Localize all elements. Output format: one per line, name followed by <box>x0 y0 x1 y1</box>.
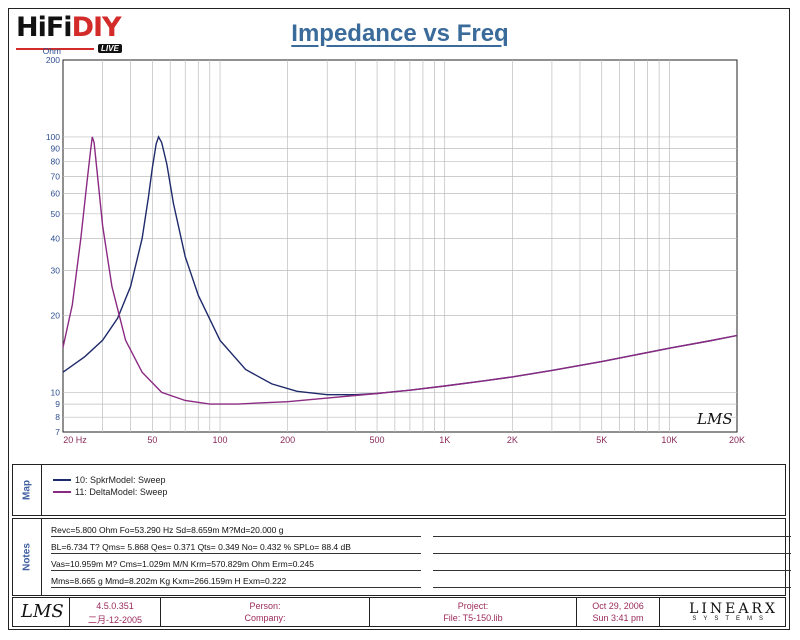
footer-brand-cell: LINEARX SYSTEMS <box>660 598 784 626</box>
note-line-1: Revc=5.800 Ohm Fo=53.290 Hz Sd=8.659m M?… <box>51 525 421 537</box>
person-label: Person: <box>249 601 281 611</box>
y-tick-label: 40 <box>51 234 61 244</box>
note-line-2: BL=6.734 T? Qms= 5.868 Qes= 0.371 Qts= 0… <box>51 542 421 554</box>
footer-person-cell: Person: Company: <box>161 598 370 626</box>
legend-swatch-spkr <box>53 479 71 481</box>
y-tick-label: 10 <box>51 387 61 397</box>
y-axis-label: Ohm <box>43 46 61 56</box>
y-tick-label: 200 <box>46 55 60 65</box>
x-tick-label: 5K <box>596 435 607 445</box>
logo-underline <box>16 48 94 50</box>
y-tick-label: 80 <box>51 157 61 167</box>
legend-item-delta: 11: DeltaModel: Sweep <box>53 487 167 497</box>
x-tick-label: 10K <box>661 435 677 445</box>
y-tick-label: 20 <box>51 311 61 321</box>
logo-accent-text: DIY <box>71 12 122 43</box>
legend-label-spkr: 10: SpkrModel: Sweep <box>75 475 166 485</box>
x-tick-label: 50 <box>147 435 157 445</box>
y-tick-label: 50 <box>51 209 61 219</box>
y-tick-label: 70 <box>51 171 61 181</box>
x-tick-label: 200 <box>280 435 295 445</box>
x-tick-label: 1K <box>439 435 450 445</box>
file-label: File: T5-150.lib <box>443 613 503 623</box>
note-line-4: Mms=8.665 g Mmd=8.202m Kg Kxm=266.159m H… <box>51 576 421 588</box>
logo-main-text: HiFi <box>16 12 73 43</box>
x-tick-label: 2K <box>507 435 518 445</box>
y-tick-label: 9 <box>55 399 60 409</box>
legend-item-spkr: 10: SpkrModel: Sweep <box>53 475 166 485</box>
impedance-chart: 20 Hz 50 100 200 500 1K 2K 5K 10K 20K 7 8 9 10 20 30 40 5… <box>43 46 745 445</box>
chart-title: Impedance vs Freq <box>291 20 509 47</box>
time-text: Sun 3:41 pm <box>592 613 644 623</box>
note-blank-2 <box>433 542 791 554</box>
footer-project-cell: Project: File: T5-150.lib <box>370 598 577 626</box>
map-section: Map 10: SpkrModel: Sweep 11: DeltaModel:… <box>12 464 786 516</box>
note-line-3: Vas=10.959m M? Cms=1.029m M/N Krm=570.82… <box>51 559 421 571</box>
lms-logo: LMS <box>21 601 64 622</box>
series-line-2 <box>62 136 738 405</box>
plot-area <box>62 59 738 433</box>
y-tick-label: 100 <box>46 132 60 142</box>
company-label: Company: <box>244 613 286 623</box>
note-blank-1 <box>433 525 791 537</box>
build-date-text: 二月-12-2005 <box>87 615 143 625</box>
y-tick-label: 30 <box>51 266 61 276</box>
x-tick-label: 500 <box>370 435 385 445</box>
notes-label: Notes <box>13 519 42 595</box>
y-tick-label: 60 <box>51 189 61 199</box>
x-tick-label: 20K <box>729 435 745 445</box>
logo-live-badge: LIVE <box>98 44 122 53</box>
lms-watermark: LMS <box>696 410 733 428</box>
version-text: 4.5.0.351 <box>96 601 134 611</box>
legend-swatch-delta <box>53 491 71 493</box>
footer-lms-cell: LMS <box>13 598 70 626</box>
project-label: Project: <box>457 601 489 611</box>
date-text: Oct 29, 2006 <box>592 601 644 611</box>
linearx-logo: LINEARX <box>689 601 778 617</box>
footer-date-cell: Oct 29, 2006 Sun 3:41 pm <box>577 598 660 626</box>
legend-label-delta: 11: DeltaModel: Sweep <box>75 487 168 497</box>
x-tick-label: 100 <box>213 435 228 445</box>
hifidiy-logo: HiFiDIY LIVE <box>16 12 144 54</box>
footer-bar: LMS 4.5.0.351 二月-12-2005 Person: Company… <box>12 597 786 627</box>
map-label: Map <box>13 465 42 515</box>
footer-version-cell: 4.5.0.351 二月-12-2005 <box>70 598 161 626</box>
y-tick-label: 8 <box>55 412 60 422</box>
note-blank-4 <box>433 576 791 588</box>
y-tick-label: 7 <box>55 427 60 437</box>
y-tick-label: 90 <box>51 144 61 154</box>
notes-section: Notes Revc=5.800 Ohm Fo=53.290 Hz Sd=8.6… <box>12 518 791 596</box>
linearx-sub: SYSTEMS <box>692 616 770 622</box>
x-tick-label: 20 Hz <box>63 435 87 445</box>
note-blank-3 <box>433 559 791 571</box>
